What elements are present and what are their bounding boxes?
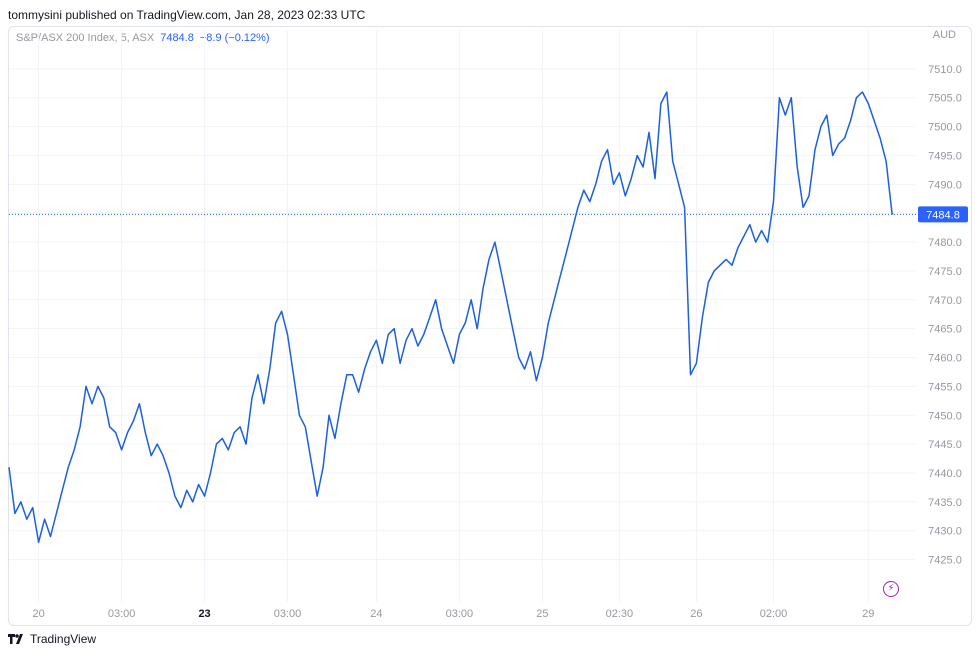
- x-tick-label: 29: [862, 608, 874, 620]
- x-tick-label: 03:00: [108, 608, 136, 620]
- y-tick-label: 7440.0: [928, 468, 962, 480]
- x-tick-label: 23: [198, 608, 210, 620]
- x-tick-label: 20: [33, 608, 45, 620]
- x-tick-label: 03:00: [274, 608, 302, 620]
- chart-legend[interactable]: S&P/ASX 200 Index, 5, ASX 7484.8 −8.9 (−…: [16, 32, 270, 44]
- tradingview-brand[interactable]: TradingView: [8, 632, 96, 646]
- y-tick-label: 7460.0: [928, 353, 962, 365]
- chart-frame: [8, 26, 972, 626]
- time-axis: 20 03:00 23 03:00 24 03:00 25 02:30 26 02:00 29: [33, 608, 875, 620]
- legend-symbol[interactable]: S&P/ASX 200 Index, 5, ASX: [16, 32, 155, 44]
- y-tick-label: 7445.0: [928, 439, 962, 451]
- x-tick-label: 24: [370, 608, 382, 620]
- y-tick-label: 7450.0: [928, 410, 962, 422]
- y-tick-label: 7465.0: [928, 324, 962, 336]
- y-tick-label: 7480.0: [928, 237, 962, 249]
- y-tick-label: 7500.0: [928, 122, 962, 134]
- flash-icon[interactable]: ⚡: [883, 581, 899, 597]
- y-tick-label: 7495.0: [928, 150, 962, 162]
- x-tick-label: 03:00: [446, 608, 474, 620]
- y-tick-label: 7435.0: [928, 497, 962, 509]
- legend-change: −8.9 (−0.12%): [199, 32, 270, 44]
- tradingview-logo: [8, 634, 23, 644]
- y-tick-label: 7470.0: [928, 295, 962, 307]
- y-tick-label: 7455.0: [928, 381, 962, 393]
- last-price-text: 7484.8: [926, 209, 960, 221]
- x-tick-label: 25: [536, 608, 548, 620]
- y-tick-label: 7510.0: [928, 64, 962, 76]
- x-tick-label: 02:00: [760, 608, 788, 620]
- y-tick-label: 7475.0: [928, 266, 962, 278]
- y-tick-label: 7425.0: [928, 555, 962, 567]
- currency-label: AUD: [932, 29, 956, 41]
- brand-name: TradingView: [30, 632, 97, 646]
- y-tick-label: 7430.0: [928, 526, 962, 538]
- legend-last-value: 7484.8: [160, 32, 194, 44]
- price-line: [8, 91, 894, 544]
- y-tick-label: 7505.0: [928, 93, 962, 105]
- grid-lines: [9, 30, 915, 602]
- x-tick-label: 02:30: [606, 608, 634, 620]
- y-tick-label: 7490.0: [928, 179, 962, 191]
- last-price-label: 7484.8: [918, 206, 968, 223]
- last-price-badge: [918, 206, 968, 223]
- price-axis: 7425.0 7430.0 7435.0 7440.0 7445.0 7450.0 7455…: [928, 64, 962, 567]
- publish-line: tommysini published on TradingView.com, …: [8, 8, 366, 22]
- x-tick-label: 26: [690, 608, 702, 620]
